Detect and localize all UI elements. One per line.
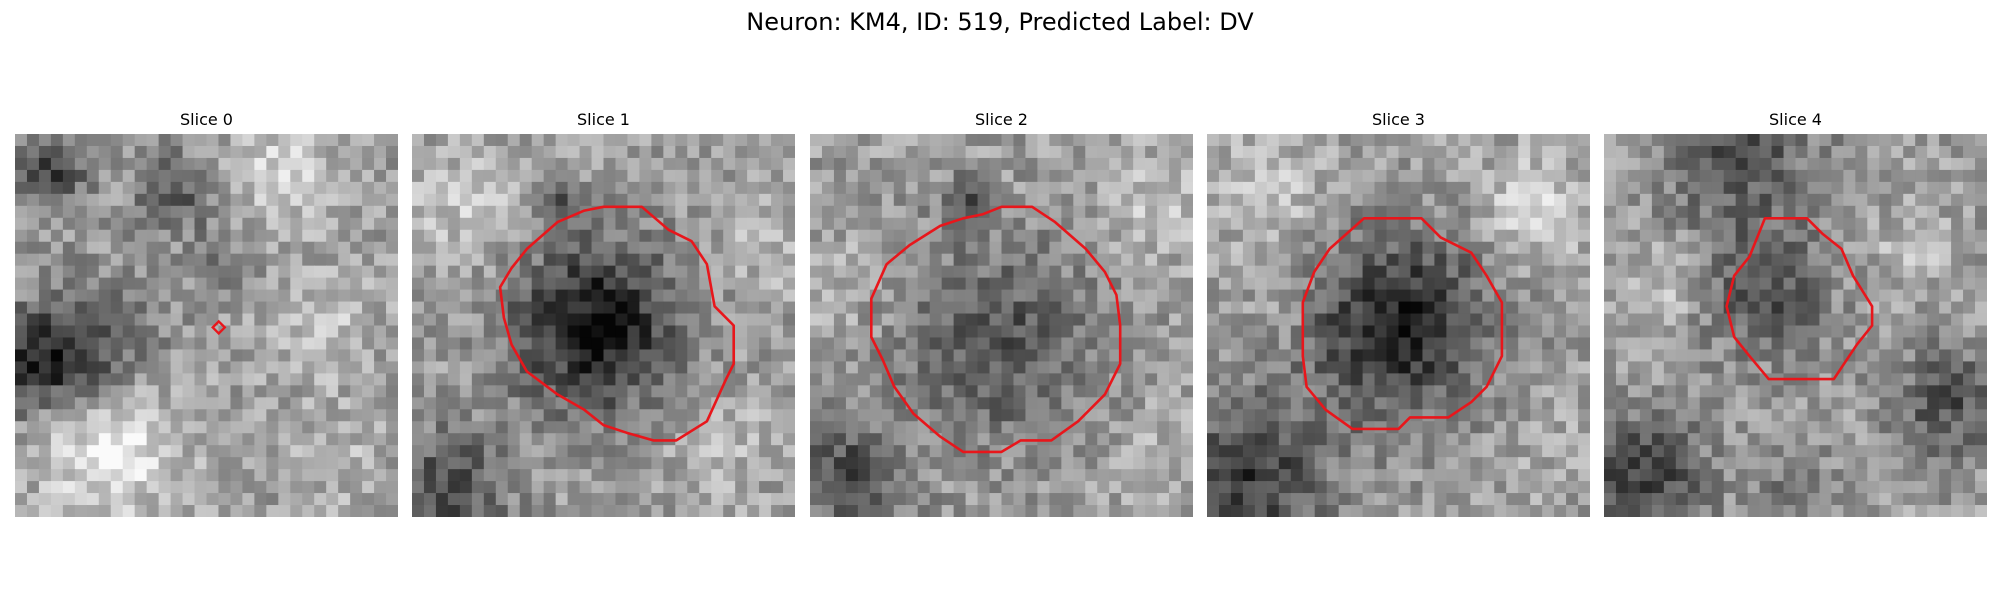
pixel-grid bbox=[1604, 134, 1987, 517]
pixel-grid bbox=[412, 134, 795, 517]
panel-title: Slice 2 bbox=[975, 110, 1028, 129]
panel-title: Slice 3 bbox=[1372, 110, 1425, 129]
panel-title: Slice 0 bbox=[180, 110, 233, 129]
panel-slice-4: Slice 4 bbox=[1604, 110, 1987, 518]
slice-image bbox=[810, 134, 1193, 517]
slice-image bbox=[1604, 134, 1987, 517]
segmentation-contour bbox=[869, 205, 1122, 454]
segmentation-contour bbox=[1725, 217, 1874, 381]
slice-image bbox=[412, 134, 795, 517]
segmentation-contour bbox=[498, 205, 736, 442]
slice-image bbox=[1207, 134, 1590, 517]
pixel-grid bbox=[810, 134, 1193, 517]
center-marker bbox=[211, 319, 227, 336]
slice-image bbox=[15, 134, 398, 517]
panel-slice-1: Slice 1 bbox=[412, 110, 795, 518]
panel-title: Slice 1 bbox=[577, 110, 630, 129]
figure-title: Neuron: KM4, ID: 519, Predicted Label: D… bbox=[746, 8, 1254, 36]
segmentation-contour bbox=[1301, 217, 1504, 431]
panel-slice-2: Slice 2 bbox=[810, 110, 1193, 518]
pixel-grid bbox=[1207, 134, 1590, 517]
panel-title: Slice 4 bbox=[1769, 110, 1822, 129]
panel-slice-3: Slice 3 bbox=[1207, 110, 1590, 518]
pixel-grid bbox=[15, 134, 398, 517]
panel-slice-0: Slice 0 bbox=[15, 110, 398, 518]
